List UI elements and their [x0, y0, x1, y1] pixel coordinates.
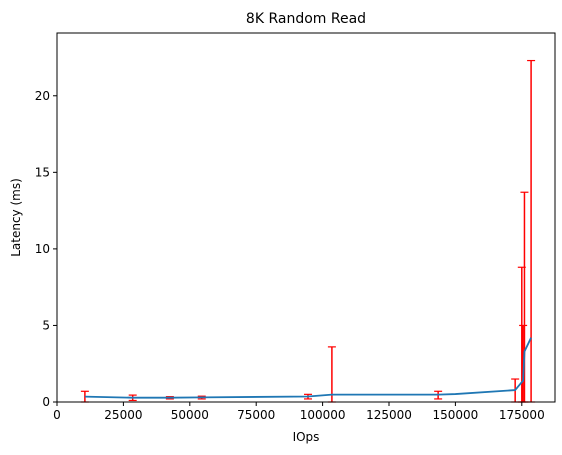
y-tick-label: 0: [42, 395, 50, 409]
series-lines: [84, 337, 532, 399]
x-tick-label: 25000: [104, 408, 142, 422]
y-axis-label: Latency (ms): [9, 178, 23, 257]
x-tick-label: 125000: [366, 408, 412, 422]
y-tick-label: 15: [35, 165, 50, 179]
x-tick-label: 175000: [499, 408, 545, 422]
series-line: [84, 337, 532, 399]
x-tick-label: 50000: [171, 408, 209, 422]
x-tick-label: 75000: [237, 408, 275, 422]
axes: 0 25000 50000 75000 100000 125000 150000 175000…: [35, 32, 556, 422]
axes-frame: [56, 32, 556, 403]
x-tick-label: 150000: [432, 408, 478, 422]
x-tick-label: 100000: [300, 408, 346, 422]
y-tick-label: 20: [35, 89, 50, 103]
x-axis-label: IOps: [293, 430, 320, 444]
x-tick-label: 0: [53, 408, 61, 422]
y-tick-label: 10: [35, 242, 50, 256]
chart-title: 8K Random Read: [246, 11, 366, 27]
y-tick-label: 5: [42, 318, 50, 332]
